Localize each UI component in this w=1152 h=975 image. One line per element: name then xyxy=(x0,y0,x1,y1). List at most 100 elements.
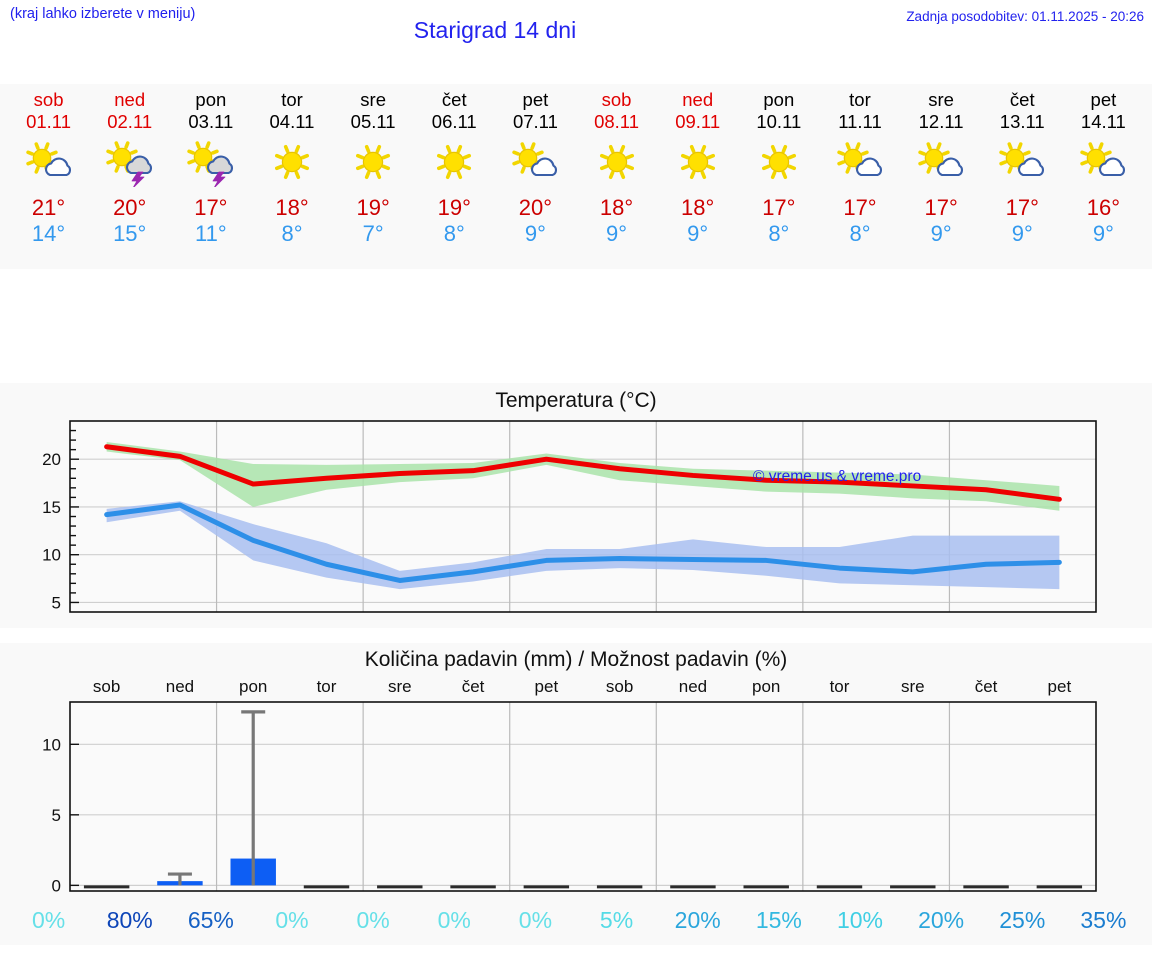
day-date-label: 05.11 xyxy=(350,111,396,132)
temperature-min-value: 8° xyxy=(443,221,465,246)
temperature-max-value: 18° xyxy=(681,195,715,220)
day-of-week-label: tor xyxy=(281,89,303,110)
sun-cloud-icon xyxy=(17,137,81,187)
temperature-max-value: 18° xyxy=(599,195,634,220)
sun-icon xyxy=(341,137,405,187)
temperature-max-value: 19° xyxy=(437,195,471,220)
day-date-label: 12.11 xyxy=(918,111,964,132)
temperature-max-value: 16° xyxy=(1086,195,1121,220)
forecast-day-column[interactable]: sob 08.11 18° 9° xyxy=(576,84,657,269)
temperature-min-value: 9° xyxy=(524,221,546,246)
precipitation-probability-label: 10% xyxy=(836,907,883,933)
day-of-week-label: ned xyxy=(114,89,146,110)
sun-cloud-icon xyxy=(503,137,567,187)
sun-icon xyxy=(666,137,730,187)
forecast-day-column[interactable]: tor 11.11 17° 8° xyxy=(819,84,900,269)
precipitation-probability-label: 65% xyxy=(187,907,234,933)
precipitation-probability-label: 20% xyxy=(674,907,721,933)
forecast-day-column[interactable]: pet 07.11 20° 9° xyxy=(495,84,576,269)
precipitation-chart-title: Količina padavin (mm) / Možnost padavin … xyxy=(364,648,788,671)
temperature-max-value: 21° xyxy=(31,195,66,220)
precipitation-probability-label: 15% xyxy=(755,907,802,933)
day-of-week-label: pet xyxy=(522,89,549,110)
forecast-day-column[interactable]: sre 05.11 19° 7° xyxy=(333,84,414,269)
temperature-min-value: 9° xyxy=(687,221,709,246)
precipitation-probability-label: 80% xyxy=(106,907,153,933)
precipitation-probability-label: 0% xyxy=(275,907,309,933)
temperature-min-value: 9° xyxy=(606,221,628,246)
day-date-label: 02.11 xyxy=(107,111,153,132)
forecast-day-column[interactable]: pet 14.11 16° 9° xyxy=(1063,84,1144,269)
temperature-chart-title: Temperatura (°C) xyxy=(495,389,657,412)
precipitation-probability-label: 5% xyxy=(599,907,634,933)
temperature-max-value: 17° xyxy=(762,195,796,220)
sun-icon xyxy=(422,137,486,187)
day-of-week-label: pon xyxy=(195,89,227,110)
temperature-min-value: 14° xyxy=(31,221,66,246)
temperature-max-value: 17° xyxy=(1005,195,1039,220)
sun-icon xyxy=(260,137,324,187)
forecast-day-column[interactable]: tor 04.11 18° 8° xyxy=(251,84,332,269)
temperature-max-value: 17° xyxy=(843,195,877,220)
day-date-label: 07.11 xyxy=(512,111,558,132)
precipitation-probability-label: 0% xyxy=(518,907,553,933)
temperature-min-value: 8° xyxy=(849,221,871,246)
day-date-label: 10.11 xyxy=(756,111,802,132)
temperature-min-value: 11° xyxy=(195,221,227,246)
temperature-max-value: 17° xyxy=(194,195,228,220)
temperature-max-value: 20° xyxy=(113,195,147,220)
temperature-min-value: 9° xyxy=(1092,221,1114,246)
day-date-label: 09.11 xyxy=(675,111,721,132)
temperature-min-value: 9° xyxy=(930,221,952,246)
forecast-day-column[interactable]: čet 13.11 17° 9° xyxy=(982,84,1063,269)
sun-cloud-icon xyxy=(1071,137,1135,187)
precipitation-probability-label: 25% xyxy=(999,907,1046,933)
day-date-label: 06.11 xyxy=(431,111,477,132)
sun-cloud-icon xyxy=(990,137,1054,187)
forecast-day-column[interactable]: ned 09.11 18° 9° xyxy=(657,84,738,269)
day-date-label: 14.11 xyxy=(1080,111,1126,132)
day-of-week-label: tor xyxy=(849,89,871,110)
daily-forecast-strip: sob 01.11 21° 14° ned 02.11 20° 15° pon 03… xyxy=(0,84,1152,269)
header-bar: (kraj lahko izberete v meniju) Starigrad… xyxy=(0,0,1152,62)
day-date-label: 08.11 xyxy=(594,111,640,132)
day-date-label: 11.11 xyxy=(838,111,882,132)
precipitation-probability-row: 0% 80% 65% 0% 0% 0% 0% 5% 20% 15% 10% 20% 25% 35% xyxy=(8,900,1144,940)
precipitation-probability-label: 20% xyxy=(918,907,965,933)
day-of-week-label: čet xyxy=(441,89,467,110)
forecast-day-column[interactable]: sob 01.11 21° 14° xyxy=(8,84,89,269)
forecast-day-list: sob 01.11 21° 14° ned 02.11 20° 15° pon 03… xyxy=(8,84,1144,269)
day-of-week-label: čet xyxy=(1009,89,1035,110)
day-of-week-label: sob xyxy=(33,89,64,110)
forecast-day-column[interactable]: sre 12.11 17° 9° xyxy=(901,84,982,269)
temperature-min-value: 8° xyxy=(281,221,303,246)
precipitation-probability-label: 0% xyxy=(31,907,66,933)
day-of-week-label: ned xyxy=(682,89,714,110)
temperature-min-value: 8° xyxy=(768,221,790,246)
forecast-day-column[interactable]: ned 02.11 20° 15° xyxy=(89,84,170,269)
day-date-label: 13.11 xyxy=(999,111,1045,132)
day-date-label: 03.11 xyxy=(188,111,234,132)
page-title: Starigrad 14 dni xyxy=(413,17,577,43)
sun-cloud-storm-icon xyxy=(98,137,162,187)
temperature-chart-panel xyxy=(0,383,1152,628)
precipitation-probability-label: 35% xyxy=(1080,907,1127,933)
temperature-min-value: 15° xyxy=(113,221,147,246)
forecast-day-column[interactable]: pon 10.11 17° 8° xyxy=(738,84,819,269)
day-of-week-label: pon xyxy=(763,89,795,110)
day-of-week-label: pet xyxy=(1090,89,1117,110)
sun-icon xyxy=(747,137,811,187)
forecast-day-column[interactable]: pon 03.11 17° 11° xyxy=(170,84,251,269)
temperature-min-value: 9° xyxy=(1011,221,1033,246)
sun-icon xyxy=(585,137,649,187)
temperature-max-value: 19° xyxy=(356,195,390,220)
day-of-week-label: sre xyxy=(360,89,386,110)
day-of-week-label: sre xyxy=(928,89,954,110)
copyright-text: © vreme.us & vreme.pro xyxy=(753,468,922,485)
day-date-label: 04.11 xyxy=(269,111,315,132)
sun-cloud-icon xyxy=(828,137,892,187)
temperature-max-value: 17° xyxy=(924,195,958,220)
forecast-day-column[interactable]: čet 06.11 19° 8° xyxy=(414,84,495,269)
precipitation-probability-label: 0% xyxy=(437,907,471,933)
